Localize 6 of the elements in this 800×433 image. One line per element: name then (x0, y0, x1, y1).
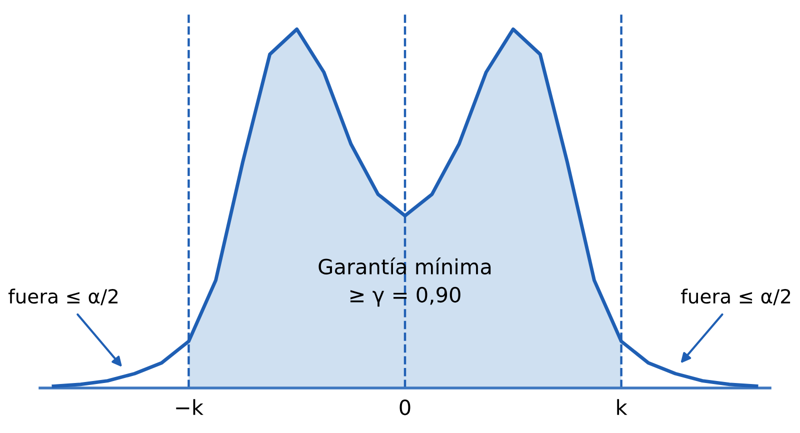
x-tick-label: k (617, 399, 628, 415)
x-tick-label: 0 (400, 399, 410, 416)
annotation: fuera ≤ α/2 (8, 288, 118, 306)
annotation: Garantía mínima ≥ γ = 0,90 (318, 258, 491, 307)
annotation: fuera ≤ α/2 (681, 288, 790, 306)
x-tick-label: −k (176, 399, 204, 415)
